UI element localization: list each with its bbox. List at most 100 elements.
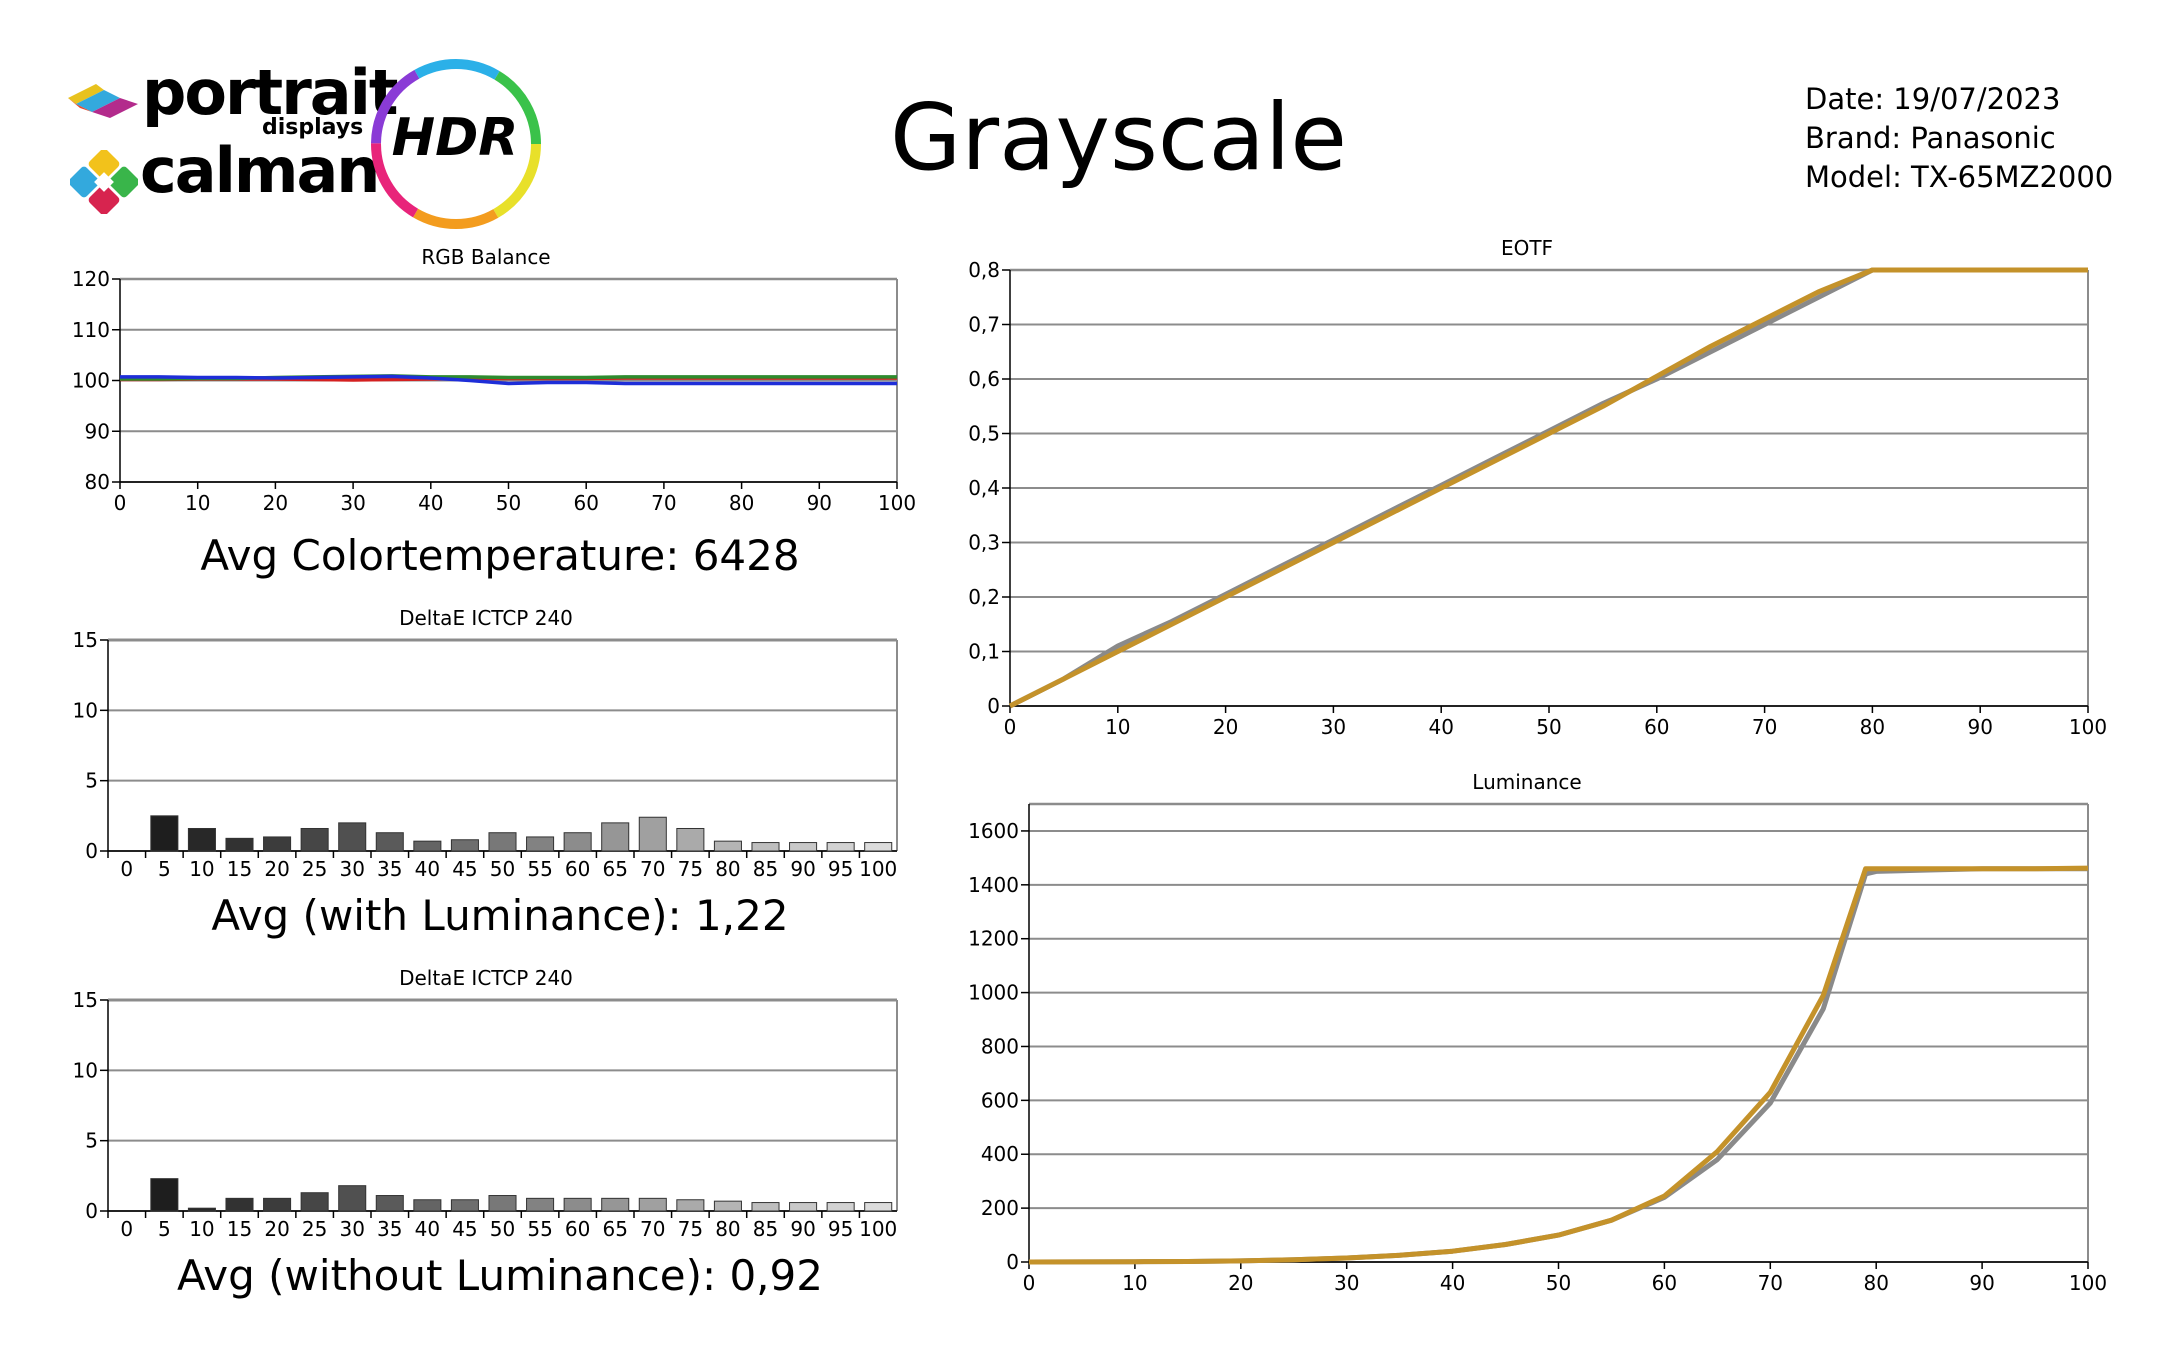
x-tick-label: 30 xyxy=(339,1217,364,1241)
x-tick-label: 0 xyxy=(1004,715,1017,739)
x-tick-label: 70 xyxy=(640,1217,665,1241)
bar xyxy=(375,1195,404,1212)
x-tick-label: 15 xyxy=(227,857,252,881)
x-tick-label: 45 xyxy=(452,857,477,881)
x-tick-label: 50 xyxy=(490,857,515,881)
bar xyxy=(676,1199,705,1212)
x-tick-label: 80 xyxy=(1860,715,1885,739)
x-tick-label: 50 xyxy=(496,491,521,515)
x-tick-label: 60 xyxy=(1644,715,1669,739)
y-tick-label: 10 xyxy=(73,1058,98,1082)
x-tick-label: 0 xyxy=(1023,1271,1036,1295)
bar xyxy=(150,1178,179,1212)
x-tick-label: 80 xyxy=(729,491,754,515)
x-tick-label: 75 xyxy=(678,857,703,881)
series-line-1 xyxy=(1028,865,2089,1265)
x-tick-label: 50 xyxy=(1546,1271,1571,1295)
bar xyxy=(300,1192,329,1212)
bar xyxy=(526,1197,555,1212)
x-tick-label: 20 xyxy=(1213,715,1238,739)
chart-title: DeltaE ICTCP 240 xyxy=(399,606,573,630)
x-tick-label: 30 xyxy=(339,857,364,881)
bar xyxy=(526,836,555,852)
y-tick-label: 0,5 xyxy=(968,422,1000,446)
y-tick-label: 0 xyxy=(85,839,98,863)
bar xyxy=(338,822,367,852)
x-tick-label: 90 xyxy=(790,857,815,881)
x-tick-label: 5 xyxy=(158,1217,171,1241)
avg-colortemperature-label: Avg Colortemperature: 6428 xyxy=(200,531,800,580)
x-tick-label: 100 xyxy=(878,491,916,515)
y-tick-label: 5 xyxy=(85,769,98,793)
x-tick-label: 20 xyxy=(1228,1271,1253,1295)
y-tick-label: 0 xyxy=(987,694,1000,718)
deltae_with_lum-group: DeltaE ICTCP 240 0 5 10 15 0 5 10 15 20 25 30 35 40 45… xyxy=(73,606,898,881)
x-tick-label: 80 xyxy=(715,857,740,881)
bar xyxy=(413,1199,442,1212)
x-tick-label: 90 xyxy=(790,1217,815,1241)
x-tick-label: 80 xyxy=(715,1217,740,1241)
bar xyxy=(864,842,893,852)
x-tick-label: 70 xyxy=(651,491,676,515)
hdr-badge-text: HDR xyxy=(391,108,519,168)
y-tick-label: 600 xyxy=(981,1088,1019,1112)
x-tick-label: 25 xyxy=(302,1217,327,1241)
y-tick-label: 400 xyxy=(981,1142,1019,1166)
luminance-group: Luminance 0 200 400 600 800 1000 1200 1400 1600 0 1… xyxy=(968,770,2107,1295)
bar xyxy=(601,1197,630,1212)
series-line-1 xyxy=(1008,267,2088,709)
bar xyxy=(751,842,780,852)
x-tick-label: 30 xyxy=(340,491,365,515)
x-tick-label: 0 xyxy=(120,857,133,881)
portrait-logo-text: portrait xyxy=(142,56,398,129)
y-tick-label: 1400 xyxy=(968,873,1019,897)
y-tick-label: 0,1 xyxy=(968,640,1000,664)
x-tick-label: 10 xyxy=(1105,715,1130,739)
bar xyxy=(789,1202,818,1212)
deltae_without_lum-group: DeltaE ICTCP 240 0 5 10 15 0 5 10 15 20 25 30 35 40 45… xyxy=(73,966,898,1241)
displays-logo-text: displays xyxy=(262,115,364,140)
bar xyxy=(676,827,705,852)
bar xyxy=(488,832,517,852)
x-tick-label: 25 xyxy=(302,857,327,881)
bar xyxy=(338,1185,367,1212)
x-tick-label: 40 xyxy=(418,491,443,515)
x-tick-label: 10 xyxy=(185,491,210,515)
y-tick-label: 1000 xyxy=(968,981,1019,1005)
y-tick-label: 15 xyxy=(73,988,98,1012)
x-tick-label: 35 xyxy=(377,857,402,881)
y-tick-label: 0,7 xyxy=(968,313,1000,337)
y-tick-label: 0,6 xyxy=(968,367,1000,391)
x-tick-label: 90 xyxy=(1967,715,1992,739)
bar xyxy=(300,827,329,852)
bar xyxy=(751,1202,780,1212)
y-tick-label: 200 xyxy=(981,1196,1019,1220)
x-tick-label: 10 xyxy=(1122,1271,1147,1295)
y-tick-label: 1600 xyxy=(968,819,1019,843)
eotf-group: EOTF 0 0,1 0,2 0,3 0,4 0,5 0,6 0,7 0,8 0 10 20 30 40 50… xyxy=(968,236,2107,739)
bar xyxy=(225,837,254,852)
x-tick-label: 100 xyxy=(859,1217,897,1241)
x-tick-label: 95 xyxy=(828,857,853,881)
x-tick-label: 60 xyxy=(565,1217,590,1241)
page-title: Grayscale xyxy=(890,84,1347,191)
x-tick-label: 50 xyxy=(1536,715,1561,739)
y-tick-label: 10 xyxy=(73,698,98,722)
chart-title: Luminance xyxy=(1472,770,1581,794)
x-tick-label: 80 xyxy=(1863,1271,1888,1295)
hdr-badge-ring xyxy=(371,59,541,229)
bar xyxy=(187,1207,216,1212)
x-tick-label: 60 xyxy=(565,857,590,881)
meta-brand: Brand: Panasonic xyxy=(1805,121,2056,155)
x-tick-label: 20 xyxy=(264,857,289,881)
x-tick-label: 0 xyxy=(120,1217,133,1241)
bar xyxy=(789,842,818,852)
bar xyxy=(563,832,592,852)
y-tick-label: 120 xyxy=(72,267,110,291)
bar xyxy=(713,1200,742,1212)
bar xyxy=(263,1197,292,1212)
avg-with-luminance-label: Avg (with Luminance): 1,22 xyxy=(211,891,789,940)
y-tick-label: 800 xyxy=(981,1034,1019,1058)
x-tick-label: 40 xyxy=(1428,715,1453,739)
bar xyxy=(488,1195,517,1212)
